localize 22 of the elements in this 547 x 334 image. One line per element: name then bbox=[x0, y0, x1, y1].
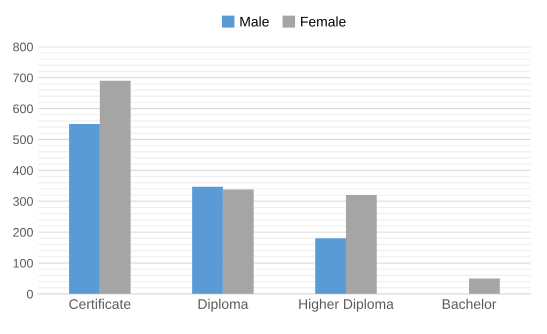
y-tick-label: 100 bbox=[14, 258, 33, 268]
legend-label: Female bbox=[301, 16, 346, 27]
x-tick-label: Diploma bbox=[198, 298, 248, 312]
bar bbox=[69, 124, 100, 294]
legend-label: Male bbox=[240, 16, 269, 27]
x-tick-label: Bachelor bbox=[442, 298, 496, 309]
bar bbox=[346, 195, 377, 294]
y-tick-label: 300 bbox=[13, 197, 33, 206]
bar bbox=[469, 278, 500, 294]
x-tick-label: Certificate bbox=[69, 298, 130, 309]
x-tick-label: Higher Diploma bbox=[299, 298, 394, 312]
y-tick-label: 0 bbox=[26, 290, 33, 299]
y-tick-label: 200 bbox=[13, 228, 33, 237]
bar bbox=[222, 189, 254, 294]
y-tick-label: 400 bbox=[12, 166, 33, 175]
y-tick-label: 600 bbox=[13, 104, 33, 114]
y-tick-label: 500 bbox=[13, 135, 33, 144]
y-tick-label: 700 bbox=[13, 73, 33, 82]
bar bbox=[192, 186, 223, 294]
bar bbox=[315, 238, 346, 294]
bar bbox=[100, 80, 131, 294]
y-tick-label: 800 bbox=[13, 42, 33, 52]
